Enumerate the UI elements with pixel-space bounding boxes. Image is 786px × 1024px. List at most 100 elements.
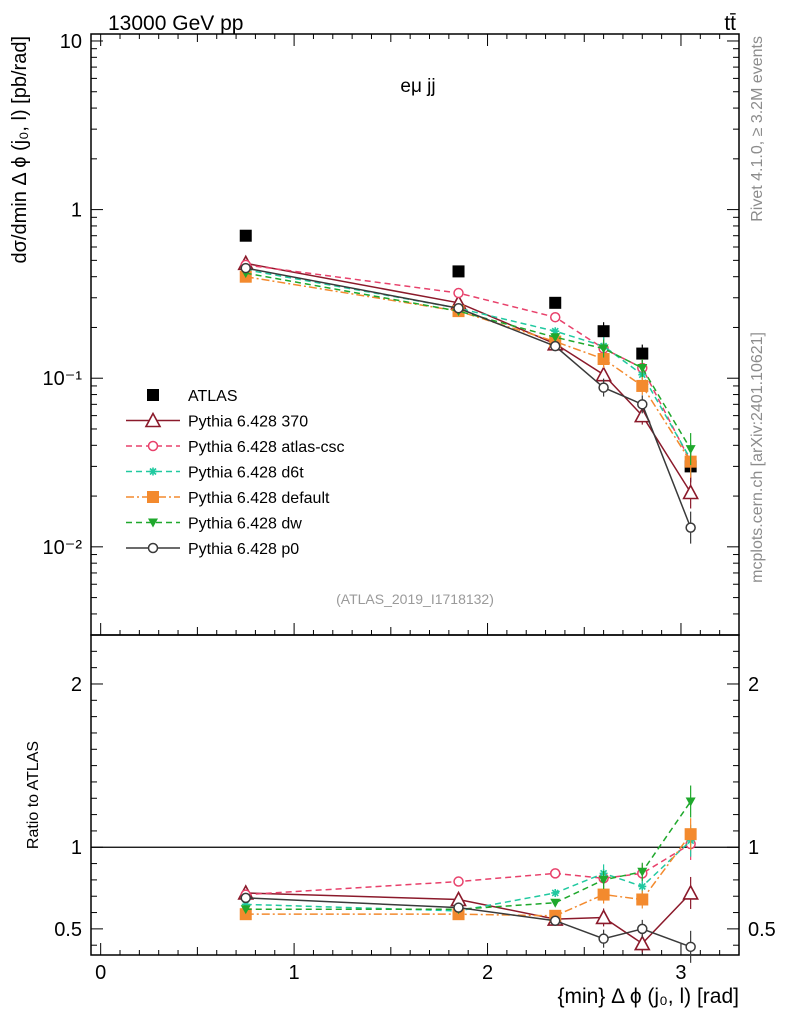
main-data-point	[597, 325, 610, 338]
main-data-point	[551, 327, 560, 336]
analysis-label: (ATLAS_2019_I1718132)	[336, 591, 494, 607]
legend-label: Pythia 6.428 default	[188, 490, 330, 507]
ratio-data-point	[684, 828, 697, 841]
ratio-y-tick-label-right: 0.5	[748, 919, 776, 941]
legend-entry-5: Pythia 6.428 dw	[126, 516, 302, 533]
ratio-data-point	[595, 908, 612, 925]
ratio-data-point	[241, 900, 250, 909]
main-data-point	[452, 265, 465, 278]
legend: ATLAS Pythia 6.428 370 Pythia 6.428 atlas-…	[126, 388, 345, 558]
main-series-group	[237, 229, 699, 544]
ratio-data-point	[240, 905, 251, 915]
main-data-point	[550, 333, 561, 343]
legend-entry-1: Pythia 6.428 370	[126, 411, 308, 431]
main-y-axis-label: dσ/dmin Δ ϕ (j₀, l) [pb/rad]	[9, 36, 31, 264]
legend-entry-4: Pythia 6.428 default	[126, 490, 330, 507]
main-data-point	[685, 445, 696, 455]
main-data-point	[549, 311, 561, 323]
legend-marker	[149, 467, 157, 476]
legend-label: Pythia 6.428 d6t	[188, 465, 304, 482]
x-axis-label: {min} Δ ϕ (j₀, l) [rad]	[557, 985, 739, 1008]
ratio-series-4	[240, 785, 696, 915]
main-y-tick-label: 1	[71, 200, 82, 222]
main-data-point	[453, 287, 464, 299]
main-series-5	[240, 269, 696, 466]
legend-label: Pythia 6.428 atlas-csc	[188, 439, 345, 456]
ratio-series-line	[245, 801, 692, 911]
ratio-data-point	[638, 882, 647, 891]
ratio-series-group	[237, 785, 699, 963]
legend-marker	[147, 389, 159, 401]
legend-marker	[147, 542, 159, 554]
ratio-data-point	[598, 933, 609, 944]
main-data-point	[453, 302, 464, 314]
main-series-1	[237, 254, 699, 509]
ratio-data-point	[685, 941, 696, 953]
main-data-point	[682, 483, 699, 500]
main-series-line	[245, 264, 692, 462]
ratio-data-point	[549, 868, 561, 879]
main-data-point	[239, 229, 252, 242]
ratio-plot-frame	[90, 634, 740, 956]
x-tick-label: 0	[95, 962, 106, 984]
x-axis: 0 1 2 3	[95, 34, 721, 984]
ratio-data-point	[633, 934, 651, 951]
ratio-series-line	[245, 843, 692, 896]
ratio-data-point	[551, 888, 560, 897]
main-series-line	[245, 272, 692, 450]
ratio-series-0	[237, 876, 699, 953]
ratio-data-point	[598, 875, 609, 885]
ratio-data-point	[549, 915, 561, 926]
main-data-point	[549, 340, 561, 352]
legend-label: ATLAS	[188, 388, 238, 405]
ratio-y-tick-label: 1	[71, 837, 82, 859]
legend-entry-2: Pythia 6.428 atlas-csc	[126, 439, 345, 456]
legend-label: Pythia 6.428 370	[188, 414, 308, 431]
ratio-data-point	[550, 898, 561, 908]
main-data-point	[637, 399, 648, 410]
main-data-point	[685, 522, 696, 533]
main-data-point	[240, 262, 251, 274]
ratio-series-5	[240, 892, 696, 963]
ratio-data-point	[453, 876, 464, 887]
main-series-6	[240, 262, 696, 544]
main-data-point	[636, 347, 649, 360]
main-y-tick-label: 10⁻²	[43, 537, 83, 559]
legend-entry-6: Pythia 6.428 p0	[126, 541, 299, 558]
main-data-point	[598, 344, 609, 354]
main-data-point	[636, 379, 649, 392]
ratio-data-point	[453, 902, 464, 913]
ratio-series-line	[245, 892, 692, 945]
main-data-point	[549, 296, 562, 309]
ratio-data-point	[597, 888, 610, 901]
legend-label: Pythia 6.428 dw	[188, 516, 302, 533]
ratio-y-tick-label-right: 2	[748, 674, 759, 696]
energy-label: 13000 GeV pp	[108, 12, 243, 35]
ratio-data-point	[637, 867, 648, 877]
x-tick-label: 3	[675, 962, 686, 984]
ratio-data-point	[637, 923, 648, 935]
ratio-series-line	[245, 840, 692, 912]
ratio-y-tick-label: 2	[71, 674, 82, 696]
x-tick-label: 2	[482, 962, 493, 984]
ratio-y-axis-label: Ratio to ATLAS	[25, 741, 42, 849]
main-y-tick-label: 10	[60, 31, 82, 53]
ratio-data-point	[636, 893, 649, 906]
ratio-series-1	[240, 827, 696, 900]
legend-marker	[147, 440, 159, 452]
main-series-line	[245, 275, 692, 463]
channel-label: eμ jj	[400, 76, 435, 97]
legend-entry-0: ATLAS	[147, 388, 238, 405]
legend-marker	[144, 411, 162, 428]
legend-entry-3: Pythia 6.428 d6t	[126, 465, 304, 482]
ratio-data-point	[685, 797, 696, 807]
legend-marker	[147, 491, 159, 503]
process-label: tt̄	[724, 12, 736, 35]
main-series-line	[245, 267, 692, 528]
x-tick-label: 1	[289, 962, 300, 984]
ratio-series-line	[245, 897, 691, 948]
ratio-series-line	[245, 833, 692, 917]
main-y-tick-label: 10⁻¹	[43, 368, 83, 390]
main-series-line	[245, 262, 692, 493]
